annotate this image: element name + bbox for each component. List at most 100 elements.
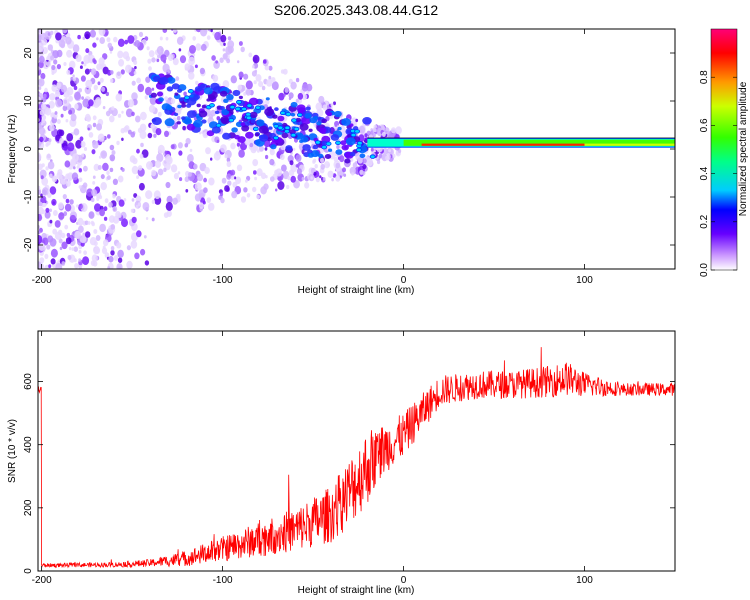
spectrogram-noise-blob <box>109 154 116 162</box>
spectrogram-noise-blob <box>71 247 75 251</box>
spectrogram-noise-blob <box>66 87 74 96</box>
spectrogram-peak-blob <box>314 140 321 145</box>
spectrogram-transition-blob <box>344 158 351 164</box>
spectrogram-noise-blob <box>202 200 206 205</box>
spectrogram-noise-blob <box>111 106 115 111</box>
spectrogram-noise-blob <box>44 253 49 259</box>
spectrogram-noise-blob <box>105 91 110 97</box>
spectrogram-noise-blob <box>78 225 84 233</box>
spectrogram-noise-blob <box>373 128 377 133</box>
spectrogram-noise-blob <box>107 175 111 181</box>
spectrogram-transition-blob <box>177 88 183 93</box>
spectrogram-noise-blob <box>66 133 74 142</box>
spectrogram-noise-blob <box>90 197 95 203</box>
spectrogram-noise-blob <box>120 69 125 75</box>
spectrogram-noise-blob <box>251 65 255 69</box>
spectrogram-noise-blob <box>192 36 196 41</box>
spectrogram-noise-blob <box>232 181 238 188</box>
spectrogram-noise-blob <box>92 42 97 48</box>
spectrogram-noise-blob <box>167 70 171 74</box>
spectrogram-noise-blob <box>189 148 193 152</box>
spectrogram-noise-blob <box>98 155 102 159</box>
spectrogram-noise-blob <box>76 165 80 169</box>
spectrogram-noise-blob <box>213 60 220 69</box>
spectrogram-noise-blob <box>55 134 61 141</box>
spectrogram-noise-blob <box>245 80 253 90</box>
spectrogram-noise-blob <box>58 202 64 210</box>
spectrogram-noise-blob <box>167 54 174 61</box>
spectrogram-noise-blob <box>131 80 136 86</box>
spectrogram-noise-blob <box>64 160 71 168</box>
spectrogram-transition-blob <box>232 89 241 97</box>
spectrogram-transition-blob <box>307 152 314 158</box>
spectrogram-noise-blob <box>176 115 181 121</box>
spectrogram-noise-blob <box>206 35 211 40</box>
spectrogram-noise-blob <box>41 103 46 110</box>
spectrogram-noise-blob <box>198 202 205 209</box>
spectrogram-transition-blob <box>328 148 333 152</box>
spectrogram-noise-blob <box>78 168 83 173</box>
spectrogram-noise-blob <box>162 63 170 73</box>
spectrogram-transition-blob <box>349 151 356 157</box>
spectrogram-noise-blob <box>183 91 187 97</box>
spectrogram-noise-blob <box>86 115 92 122</box>
spectrogram-peak-blob <box>254 105 261 110</box>
spectrogram-noise-blob <box>92 175 96 179</box>
spectrogram-noise-blob <box>184 23 188 29</box>
spectrogram-noise-blob <box>99 37 105 44</box>
spectrogram-noise-blob <box>362 171 366 176</box>
spectrogram-noise-blob <box>116 242 122 249</box>
spectrogram-noise-blob <box>172 57 179 66</box>
spectrogram-transition-blob <box>158 97 164 102</box>
spectrogram-noise-blob <box>385 155 390 161</box>
spectrogram-noise-blob <box>62 194 67 200</box>
spectrogram-noise-blob <box>117 212 122 218</box>
spectrogram-noise-blob <box>335 175 341 182</box>
spectrogram-transition-blob <box>285 145 293 151</box>
spectrogram-noise-blob <box>95 97 102 105</box>
spectrogram-noise-blob <box>173 29 177 33</box>
spectrogram-noise-blob <box>165 181 171 189</box>
spectrogram-noise-blob <box>382 148 389 155</box>
spectrogram-noise-blob <box>107 42 113 49</box>
spectrogram-noise-blob <box>173 172 179 180</box>
colorbar-tick-label: 0.6 <box>699 118 710 132</box>
spectrogram-noise-blob <box>83 165 88 172</box>
spectrogram-noise-blob <box>140 248 146 256</box>
spectrogram-noise-blob <box>47 161 55 170</box>
spectrogram-transition-blob <box>165 104 173 111</box>
spectrogram-transition-blob <box>308 128 313 132</box>
spectrogram-noise-blob <box>83 147 88 151</box>
spectrogram-noise-blob <box>160 54 167 62</box>
spectrogram-noise-blob <box>195 80 199 85</box>
spectrogram-noise-blob <box>194 193 202 202</box>
y-tick-label: -10 <box>23 189 34 204</box>
spectrogram-noise-blob <box>40 175 44 180</box>
x-tick-label: -200 <box>32 575 52 586</box>
spectrogram-noise-blob <box>46 244 51 250</box>
spectrogram-noise-blob <box>358 125 366 134</box>
spectrogram-noise-blob <box>58 212 65 220</box>
spectrogram-noise-blob <box>258 145 264 152</box>
spectrogram-noise-blob <box>320 163 326 170</box>
spectrogram-noise-blob <box>52 228 58 235</box>
spectrogram-noise-blob <box>304 182 310 189</box>
spectrogram-noise-blob <box>67 255 72 260</box>
spectrogram-noise-blob <box>203 187 208 194</box>
snr-panel: -200 -100 0 100 0 200 400 600 Height of straigh… <box>7 330 676 596</box>
spectrogram-noise-blob <box>214 31 222 41</box>
spectrogram-noise-blob <box>78 265 82 269</box>
spectrogram-noise-blob <box>104 252 110 259</box>
spectrogram-noise-blob <box>50 258 56 265</box>
spectrogram-noise-blob <box>151 199 156 204</box>
spectrogram-noise-blob <box>227 180 232 186</box>
spectrogram-noise-blob <box>200 43 207 52</box>
spectrogram-noise-blob <box>92 58 96 63</box>
spectrogram-peak-blob <box>321 144 328 150</box>
spectrogram-peak-blob <box>229 104 236 110</box>
spectrogram-noise-blob <box>130 240 138 249</box>
spectrogram-transition-blob <box>337 126 342 131</box>
spectrogram-noise-blob <box>223 42 226 46</box>
spectrogram-noise-blob <box>256 194 260 199</box>
spectrogram-noise-blob <box>155 128 162 136</box>
